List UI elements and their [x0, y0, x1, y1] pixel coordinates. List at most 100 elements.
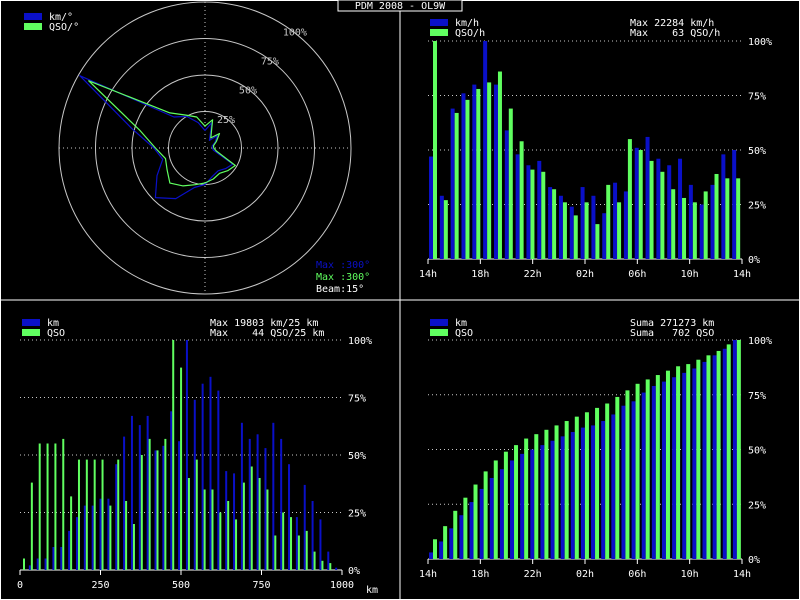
cumulative-bar-blue: [591, 425, 596, 559]
cumulative-y-tick-label: 50%: [748, 446, 766, 457]
distance-y-tick-label: 100%: [348, 336, 372, 347]
polar-legend-swatch-blue: [24, 13, 42, 20]
distance-bar-green: [164, 438, 167, 570]
hourly-bar-blue: [569, 206, 574, 259]
cumulative-bar-green: [716, 350, 721, 559]
distance-bar-green: [219, 512, 222, 570]
hourly-bar-blue: [515, 154, 520, 259]
hourly-bar-green: [541, 171, 546, 259]
cumulative-bar-blue: [692, 368, 697, 559]
distance-bar-green: [313, 551, 316, 570]
distance-bar-green: [235, 519, 238, 570]
distance-bar-blue: [225, 471, 228, 570]
cumulative-bar-blue: [540, 445, 545, 559]
polar-beam: Beam:15°: [316, 284, 364, 295]
distance-bar-blue: [138, 425, 141, 570]
distance-bar-blue: [36, 558, 39, 570]
cumulative-bar-green: [615, 396, 620, 559]
distance-bar-blue: [209, 376, 212, 570]
hourly-y-tick-label: 0%: [748, 255, 760, 266]
cumulative-bar-blue: [601, 421, 606, 559]
cumulative-bar-blue: [661, 381, 666, 559]
cumulative-bar-blue: [439, 541, 444, 559]
cumulative-x-tick-label: 18h: [471, 569, 489, 580]
distance-bar-green: [329, 563, 332, 570]
hourly-bar-blue: [721, 154, 726, 259]
distance-bar-blue: [295, 517, 298, 570]
hourly-bar-green: [660, 171, 665, 259]
cumulative-bar-blue: [560, 436, 565, 559]
cumulative-bar-blue: [580, 427, 585, 559]
distance-bar-blue: [272, 422, 275, 570]
distance-bar-blue: [28, 565, 31, 570]
distance-bar-green: [290, 517, 293, 570]
distance-bar-green: [266, 489, 269, 570]
cumulative-y-tick-label: 75%: [748, 391, 766, 402]
hourly-bar-blue: [645, 136, 650, 259]
hourly-bar-blue: [699, 204, 704, 259]
distance-x-tick-label: 0: [17, 580, 23, 591]
hourly-x-tick-label: 14h: [419, 269, 437, 280]
distance-bar-green: [85, 459, 88, 570]
cumulative-bar-blue: [499, 469, 504, 559]
distance-bar-blue: [201, 383, 204, 570]
hourly-bar-green: [454, 112, 459, 259]
distance-bar-blue: [240, 422, 243, 570]
cumulative-bar-green: [574, 416, 579, 559]
hourly-bar-green: [552, 189, 557, 259]
hourly-legend-label: QSO/h: [455, 28, 485, 39]
distance-bar-blue: [83, 505, 86, 570]
hourly-bar-blue: [558, 195, 563, 259]
distance-bar-blue: [154, 450, 157, 570]
distance-bar-green: [250, 466, 253, 570]
distance-bar-green: [46, 443, 49, 570]
polar-ring-label: 25%: [217, 115, 235, 126]
hourly-bar-blue: [656, 158, 661, 259]
hourly-bar-blue: [472, 84, 477, 259]
hourly-bar-blue: [439, 195, 444, 259]
distance-bar-green: [195, 459, 198, 570]
distance-bar-blue: [311, 501, 314, 570]
distance-bar-green: [172, 340, 175, 570]
hourly-bar-green: [736, 178, 741, 259]
hourly-bar-green: [703, 191, 708, 259]
hourly-bar-blue: [732, 150, 737, 259]
cumulative-bar-blue: [530, 449, 535, 559]
distance-bar-blue: [75, 517, 78, 570]
distance-bar-blue: [162, 445, 165, 570]
hourly-bar-green: [638, 150, 643, 259]
hourly-bar-blue: [429, 156, 433, 259]
hourly-legend-swatch-blue: [430, 19, 448, 26]
distance-y-tick-label: 50%: [348, 451, 366, 462]
distance-bar-blue: [335, 567, 338, 570]
hourly-bar-green: [617, 202, 622, 259]
distance-bar-blue: [123, 436, 126, 570]
hourly-x-tick-label: 14h: [733, 269, 751, 280]
distance-bar-green: [132, 524, 135, 570]
polar-max-km: Max :300°: [316, 260, 370, 271]
hourly-bar-blue: [461, 93, 466, 259]
distance-bar-green: [203, 489, 206, 570]
cumulative-x-tick-label: 10h: [681, 569, 699, 580]
distance-bar-green: [211, 489, 214, 570]
cumulative-bar-blue: [550, 440, 555, 559]
hourly-x-tick-label: 06h: [628, 269, 646, 280]
distance-bar-green: [77, 459, 80, 570]
polar-ring-label: 100%: [283, 27, 307, 38]
hourly-bar-green: [530, 169, 535, 259]
cumulative-bar-green: [554, 425, 559, 559]
distance-bar-green: [54, 443, 57, 570]
distance-bar-blue: [107, 498, 110, 570]
hourly-bar-green: [584, 202, 589, 259]
hourly-bar-blue: [526, 165, 531, 259]
distance-info-text: Max 44 QSO/25 km: [210, 328, 324, 339]
hourly-bar-blue: [667, 165, 672, 259]
polar-ring-label: 50%: [239, 86, 257, 97]
hourly-bar-green: [465, 99, 470, 259]
polar-legend-label: km/°: [49, 12, 73, 23]
cumulative-bar-green: [736, 340, 741, 559]
cumulative-bar-green: [584, 412, 589, 559]
hourly-bar-blue: [450, 108, 455, 259]
window-title: PDM 2008 - OL9W: [355, 1, 446, 12]
